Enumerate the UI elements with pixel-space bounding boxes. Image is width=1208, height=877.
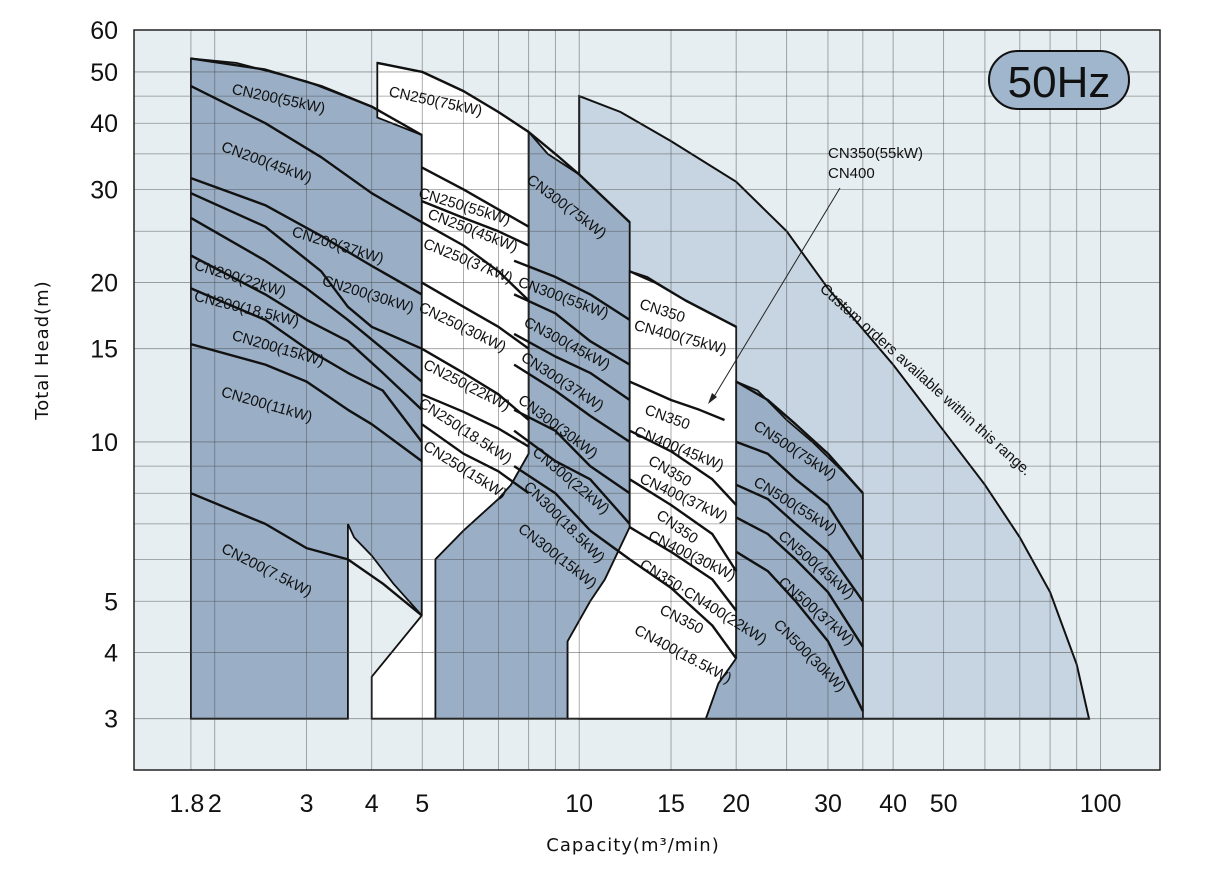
note-arrow-head [708,393,717,404]
curve-cn300-37kw [513,332,631,401]
curve-cn200-45kw [190,85,423,224]
curve-cn350-cn400-22kw [629,526,738,612]
curve-cn250-18-5kw [421,393,530,448]
x-tick-label: 100 [1080,790,1122,818]
curve-cn200-22kw [190,216,423,383]
x-tick-label: 40 [879,790,907,818]
curve-cn350-cn400-18-5kw [629,558,738,660]
plot-frame [133,29,1161,771]
curve-cn300-15kw [513,465,631,561]
y-tick-label: 5 [104,588,118,616]
curve-cn500-37kw [735,516,864,648]
note-arrow [711,187,841,401]
y-tick-labels: 3 4 5 10 15 20 30 40 50 60 [90,17,118,734]
y-tick-label: 10 [90,429,118,457]
grid-lines [134,29,1160,770]
y-tick-label: 4 [104,640,118,668]
curve-cn350-cn400-75kw [629,270,737,328]
frequency-badge: 50Hz [988,50,1130,110]
curve-cn500-55kw [735,440,864,561]
y-tick-label: 50 [90,59,118,87]
curve-cn350-cn400-45kw [629,380,725,422]
curve-cn250-45kw [421,199,530,247]
curve-cn200-15kw [190,287,423,443]
curve-cn200-30kw [190,192,423,350]
x-tick-label: 50 [930,790,958,818]
curve-cn250-75kw [377,61,530,134]
x-tick-label: 5 [415,790,429,818]
curve-cn200-18-5kw [190,254,423,411]
curve-cn300-75kw [527,131,631,224]
curve-cn250-22kw [421,347,530,421]
head-curves [190,57,864,712]
x-axis-title: Capacity(m³/min) [546,835,719,856]
x-tick-labels: 1.8 2 3 4 5 10 15 20 30 40 50 100 [170,790,1122,818]
y-tick-label: 30 [90,176,118,204]
y-tick-label: 60 [90,17,118,45]
x-tick-label: 1.8 [170,790,205,818]
note-line-1: CN350(55kW) [828,145,923,162]
curve-cn300-45kw [513,293,631,366]
curve-cn300-30kw [513,363,631,443]
frequency-badge-frame [988,50,1130,110]
curve-cn200-7-5kw [190,492,423,617]
x-tick-label: 30 [814,790,842,818]
y-tick-label: 3 [104,706,118,734]
curve-cn250-30kw [421,281,530,350]
y-tick-label: 20 [90,270,118,298]
x-tick-label: 20 [722,790,750,818]
x-tick-label: 3 [300,790,314,818]
y-axis-title: Total Head(m) [32,280,53,420]
curve-cn250-37kw [421,221,530,302]
y-tick-label: 40 [90,110,118,138]
x-tick-label: 4 [365,790,379,818]
x-tick-label: 2 [208,790,222,818]
x-tick-label: 10 [565,790,593,818]
curve-cn500-45kw [735,483,864,602]
custom-range-note: CN350(55kW) CN400 [708,145,923,404]
frequency-badge-text: 50Hz [1008,58,1111,107]
curve-cn200-55kw [190,57,423,137]
curve-cn500-75kw [735,380,864,494]
note-line-2: CN400 [828,165,875,182]
curve-cn350-cn400-30kw [629,478,738,572]
curve-cn200-37kw [190,176,423,296]
curve-cn300-55kw [513,259,631,321]
curve-cn300-18-5kw [513,429,631,525]
curve-cn350-cn400-37kw [629,429,738,506]
y-tick-label: 15 [90,336,118,364]
curve-cn250-15kw [421,423,530,495]
curve-cn300-22kw [513,408,631,495]
curve-cn200-11kw [190,342,423,463]
curve-cn500-30kw [735,550,864,712]
x-tick-label: 15 [657,790,685,818]
curve-cn250-55kw [421,166,530,228]
